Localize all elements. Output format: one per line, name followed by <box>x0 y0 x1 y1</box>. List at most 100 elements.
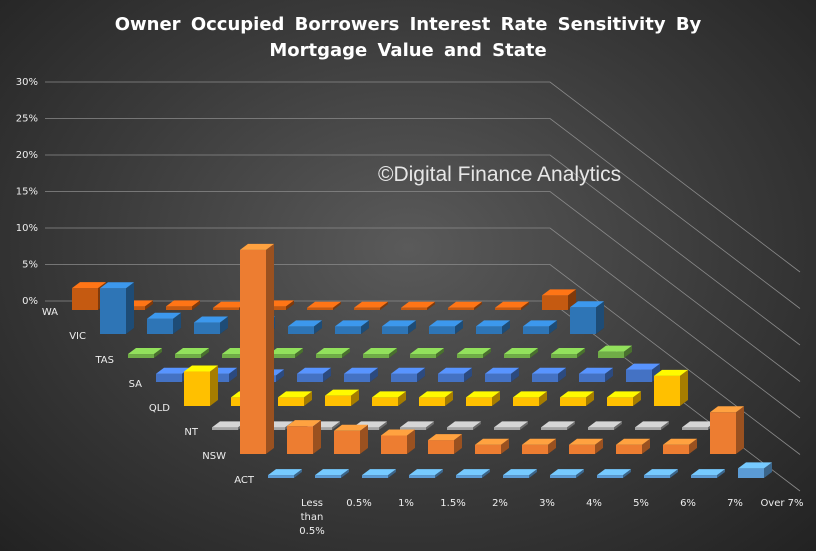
bar-top <box>691 469 725 476</box>
bar-side <box>314 320 322 334</box>
bar-top <box>400 421 434 428</box>
y-tick-label: 25% <box>16 114 38 125</box>
bar-side <box>304 391 312 406</box>
bar-top <box>551 348 585 355</box>
bar-top <box>401 301 435 308</box>
bar-top <box>334 424 368 431</box>
bar <box>391 373 417 382</box>
bar-side <box>492 391 500 406</box>
bar-side <box>361 320 369 334</box>
bar <box>654 375 680 406</box>
bar-top <box>570 301 604 308</box>
bar-side <box>427 301 435 310</box>
bar-side <box>482 469 490 478</box>
bar-top <box>682 421 716 428</box>
bar-top <box>315 469 349 476</box>
bar-side <box>201 348 209 358</box>
bar-side <box>435 469 443 478</box>
bar-top <box>381 429 415 436</box>
bar <box>269 354 295 358</box>
bar <box>550 475 576 478</box>
bar-top <box>560 391 594 398</box>
row-label: VIC <box>69 331 86 342</box>
bar-top <box>194 316 228 323</box>
bar <box>268 475 294 478</box>
bar-side <box>370 367 378 382</box>
bar-side <box>398 391 406 406</box>
bar <box>663 444 689 454</box>
bar <box>551 354 577 358</box>
bar <box>513 397 539 406</box>
bar <box>428 440 454 454</box>
bar-side <box>595 438 603 454</box>
bar <box>495 307 521 310</box>
x-tick-label: 3% <box>539 498 555 509</box>
bar <box>175 354 201 358</box>
bar <box>476 326 502 334</box>
bar-top <box>428 434 462 441</box>
bar-top <box>503 469 537 476</box>
grid-line <box>45 118 801 309</box>
bar-side <box>548 438 556 454</box>
bar-side <box>717 469 725 478</box>
bar <box>494 427 520 430</box>
bar <box>429 326 455 334</box>
bar-top <box>569 438 603 445</box>
bar-side <box>417 367 425 382</box>
bar-top <box>335 320 369 327</box>
bar-top <box>475 438 509 445</box>
bar <box>334 430 360 454</box>
bar-side <box>210 365 218 406</box>
bar <box>438 373 464 382</box>
bar-top <box>523 320 557 327</box>
bar <box>240 249 266 454</box>
bar <box>616 444 642 454</box>
bar-top <box>654 369 688 376</box>
bar-top <box>429 320 463 327</box>
y-tick-label: 0% <box>22 296 38 307</box>
bar <box>278 397 304 406</box>
grid-line <box>45 191 801 382</box>
bar-side <box>342 348 350 358</box>
x-tick-label: 1.5% <box>440 498 466 509</box>
bar-side <box>388 469 396 478</box>
bar-side <box>511 367 519 382</box>
bar <box>100 288 126 334</box>
bar-side <box>549 320 557 334</box>
bar <box>325 395 351 406</box>
bar <box>335 326 361 334</box>
bar <box>522 444 548 454</box>
bar-top <box>456 469 490 476</box>
bar-side <box>351 389 359 406</box>
grid-line <box>45 81 801 273</box>
bar-side <box>154 348 162 358</box>
bar-side <box>145 300 153 310</box>
bar <box>579 373 605 382</box>
bar-side <box>502 320 510 334</box>
bar-side <box>389 348 397 358</box>
bar <box>410 354 436 358</box>
watermark: ©Digital Finance Analytics <box>378 163 622 186</box>
bar-side <box>764 462 772 478</box>
bar <box>475 444 501 454</box>
bar-top <box>269 348 303 355</box>
bar-side <box>126 282 134 334</box>
bar-top <box>607 391 641 398</box>
y-tick-label: 30% <box>16 77 38 88</box>
bar-side <box>689 438 697 454</box>
bar-side <box>408 320 416 334</box>
y-tick-label: 5% <box>22 260 38 271</box>
bar-top <box>288 320 322 327</box>
bar <box>541 427 567 430</box>
bar-top <box>476 320 510 327</box>
row-label: TAS <box>94 355 114 366</box>
x-tick-label: 2% <box>492 498 508 509</box>
bar-top <box>644 469 678 476</box>
bar-top <box>522 438 556 445</box>
y-tick-label: 15% <box>16 187 38 198</box>
bar <box>532 373 558 382</box>
bar-top <box>278 391 312 398</box>
grid-line <box>45 154 801 346</box>
bar-side <box>661 421 669 430</box>
